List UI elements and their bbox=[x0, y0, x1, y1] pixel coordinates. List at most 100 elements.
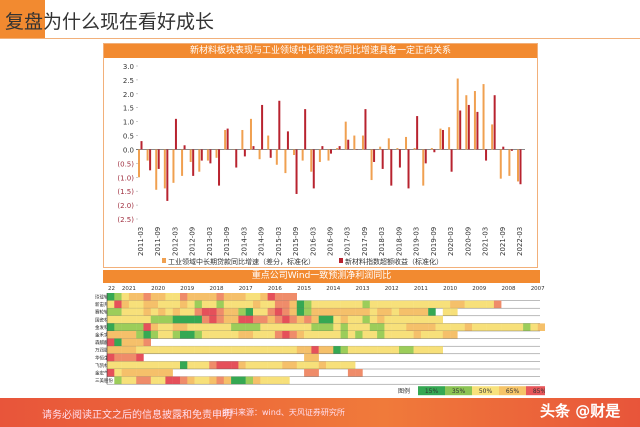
heatmap-cell bbox=[318, 300, 327, 309]
bar-excess-return bbox=[149, 149, 152, 171]
title-divider bbox=[0, 38, 640, 39]
y-tick-label: 1.5 bbox=[123, 105, 134, 113]
heatmap-cell bbox=[377, 315, 385, 324]
heatmap-cell bbox=[187, 315, 195, 324]
heatmap-cell bbox=[479, 300, 487, 309]
heatmap-cell bbox=[245, 323, 254, 331]
heatmap-cell bbox=[121, 315, 130, 324]
heatmap-cell bbox=[245, 315, 254, 324]
heatmap-cell bbox=[369, 323, 378, 331]
heatmap-cell bbox=[260, 376, 268, 385]
heatmap-cell bbox=[165, 376, 173, 385]
heatmap-cell bbox=[187, 300, 195, 309]
column-header: 2012 bbox=[385, 286, 399, 292]
bar-excess-return bbox=[286, 131, 289, 150]
bar-excess-return bbox=[364, 109, 367, 150]
heatmap-cell bbox=[143, 376, 151, 385]
heatmap-title: 重点公司Wind一致预测净利润同比 bbox=[103, 270, 540, 283]
bar-loan-growth bbox=[344, 121, 347, 150]
heatmap-cell bbox=[318, 361, 327, 369]
heatmap-cell bbox=[311, 361, 319, 369]
heatmap-cell bbox=[428, 300, 436, 309]
heatmap-cell bbox=[216, 331, 224, 339]
heatmap-cell bbox=[245, 331, 254, 339]
bar-loan-growth bbox=[138, 149, 140, 178]
heatmap-cell bbox=[384, 346, 392, 354]
heatmap-cell bbox=[435, 331, 443, 339]
footer-source: 资料来源：wind、天风证券研究所 bbox=[222, 408, 345, 417]
heatmap-cell bbox=[274, 315, 283, 324]
heatmap-cell bbox=[369, 300, 378, 309]
heatmap-cell bbox=[223, 346, 232, 354]
bar-excess-return bbox=[416, 116, 419, 150]
heatmap-cell bbox=[413, 331, 422, 339]
bar-loan-growth bbox=[465, 95, 468, 150]
bar-loan-growth bbox=[482, 84, 485, 150]
heatmap-cell bbox=[296, 346, 305, 354]
heatmap-cell bbox=[165, 361, 173, 369]
x-tick-label: 2016-09 bbox=[327, 227, 335, 256]
heatmap-cell bbox=[114, 361, 122, 369]
heatmap-cell bbox=[282, 315, 290, 324]
bar-loan-growth bbox=[517, 149, 519, 182]
heatmap-cell bbox=[172, 308, 181, 316]
bar-excess-return bbox=[174, 118, 177, 150]
heatmap-cell bbox=[150, 300, 159, 309]
bar-loan-growth bbox=[430, 148, 433, 150]
y-tick-label: (1.5) bbox=[117, 188, 134, 196]
bar-loan-growth bbox=[473, 91, 476, 150]
heatmap-cell bbox=[150, 331, 159, 339]
heatmap-cell bbox=[165, 315, 173, 324]
heatmap-cell bbox=[326, 361, 334, 369]
heatmap-cell bbox=[304, 331, 312, 339]
heatmap-cell bbox=[413, 300, 422, 309]
heatmap-cell bbox=[457, 323, 465, 331]
bar-loan-growth bbox=[456, 78, 459, 150]
heatmap-cell bbox=[136, 293, 144, 301]
heatmap-cell bbox=[136, 353, 144, 362]
heatmap-cell bbox=[114, 300, 122, 309]
heatmap-cell bbox=[158, 376, 166, 385]
heatmap-cell bbox=[107, 315, 115, 324]
heatmap-cell bbox=[128, 323, 137, 331]
heatmap-cell bbox=[107, 308, 115, 316]
x-tick-label: 2012-09 bbox=[189, 227, 197, 256]
heatmap-cell bbox=[289, 308, 297, 316]
bar-excess-return bbox=[347, 139, 350, 150]
bar-loan-growth bbox=[301, 149, 304, 161]
heatmap-cell bbox=[413, 308, 422, 316]
heatmap-cell bbox=[165, 293, 173, 301]
x-tick-label: 2021-03 bbox=[482, 227, 490, 256]
heatmap-cell bbox=[114, 346, 122, 354]
bar-excess-return bbox=[373, 149, 376, 162]
heatmap-cell bbox=[172, 315, 181, 324]
heatmap-cell bbox=[435, 300, 443, 309]
bar-excess-return bbox=[183, 145, 186, 150]
legend-swatch bbox=[339, 258, 343, 263]
heatmap-cell bbox=[245, 300, 254, 309]
heatmap-cell bbox=[231, 361, 239, 369]
heatmap-cell bbox=[333, 346, 341, 354]
heatmap-cell bbox=[260, 315, 268, 324]
heatmap-cell bbox=[209, 323, 217, 331]
heatmap-cell bbox=[479, 323, 487, 331]
heatmap-cell bbox=[355, 315, 363, 324]
heatmap-cell bbox=[391, 308, 400, 316]
heatmap-cell bbox=[143, 315, 151, 324]
row-label: 三美股份 bbox=[95, 377, 113, 384]
heatmap-cell bbox=[267, 331, 276, 339]
heatmap-cell bbox=[318, 308, 327, 316]
heatmap-cell bbox=[165, 331, 173, 339]
heatmap-cell bbox=[377, 308, 385, 316]
heatmap-cell bbox=[289, 346, 297, 354]
heatmap-cell bbox=[180, 346, 188, 354]
heatmap-cell bbox=[326, 331, 334, 339]
heatmap-cell bbox=[209, 331, 217, 339]
heatmap-cell bbox=[128, 331, 137, 339]
heatmap-cell bbox=[391, 323, 400, 331]
heatmap-cell bbox=[326, 346, 334, 354]
bar-excess-return bbox=[226, 128, 229, 150]
heatmap-cell bbox=[158, 361, 166, 369]
heatmap-cell bbox=[406, 315, 414, 324]
heatmap-cell bbox=[362, 331, 370, 339]
